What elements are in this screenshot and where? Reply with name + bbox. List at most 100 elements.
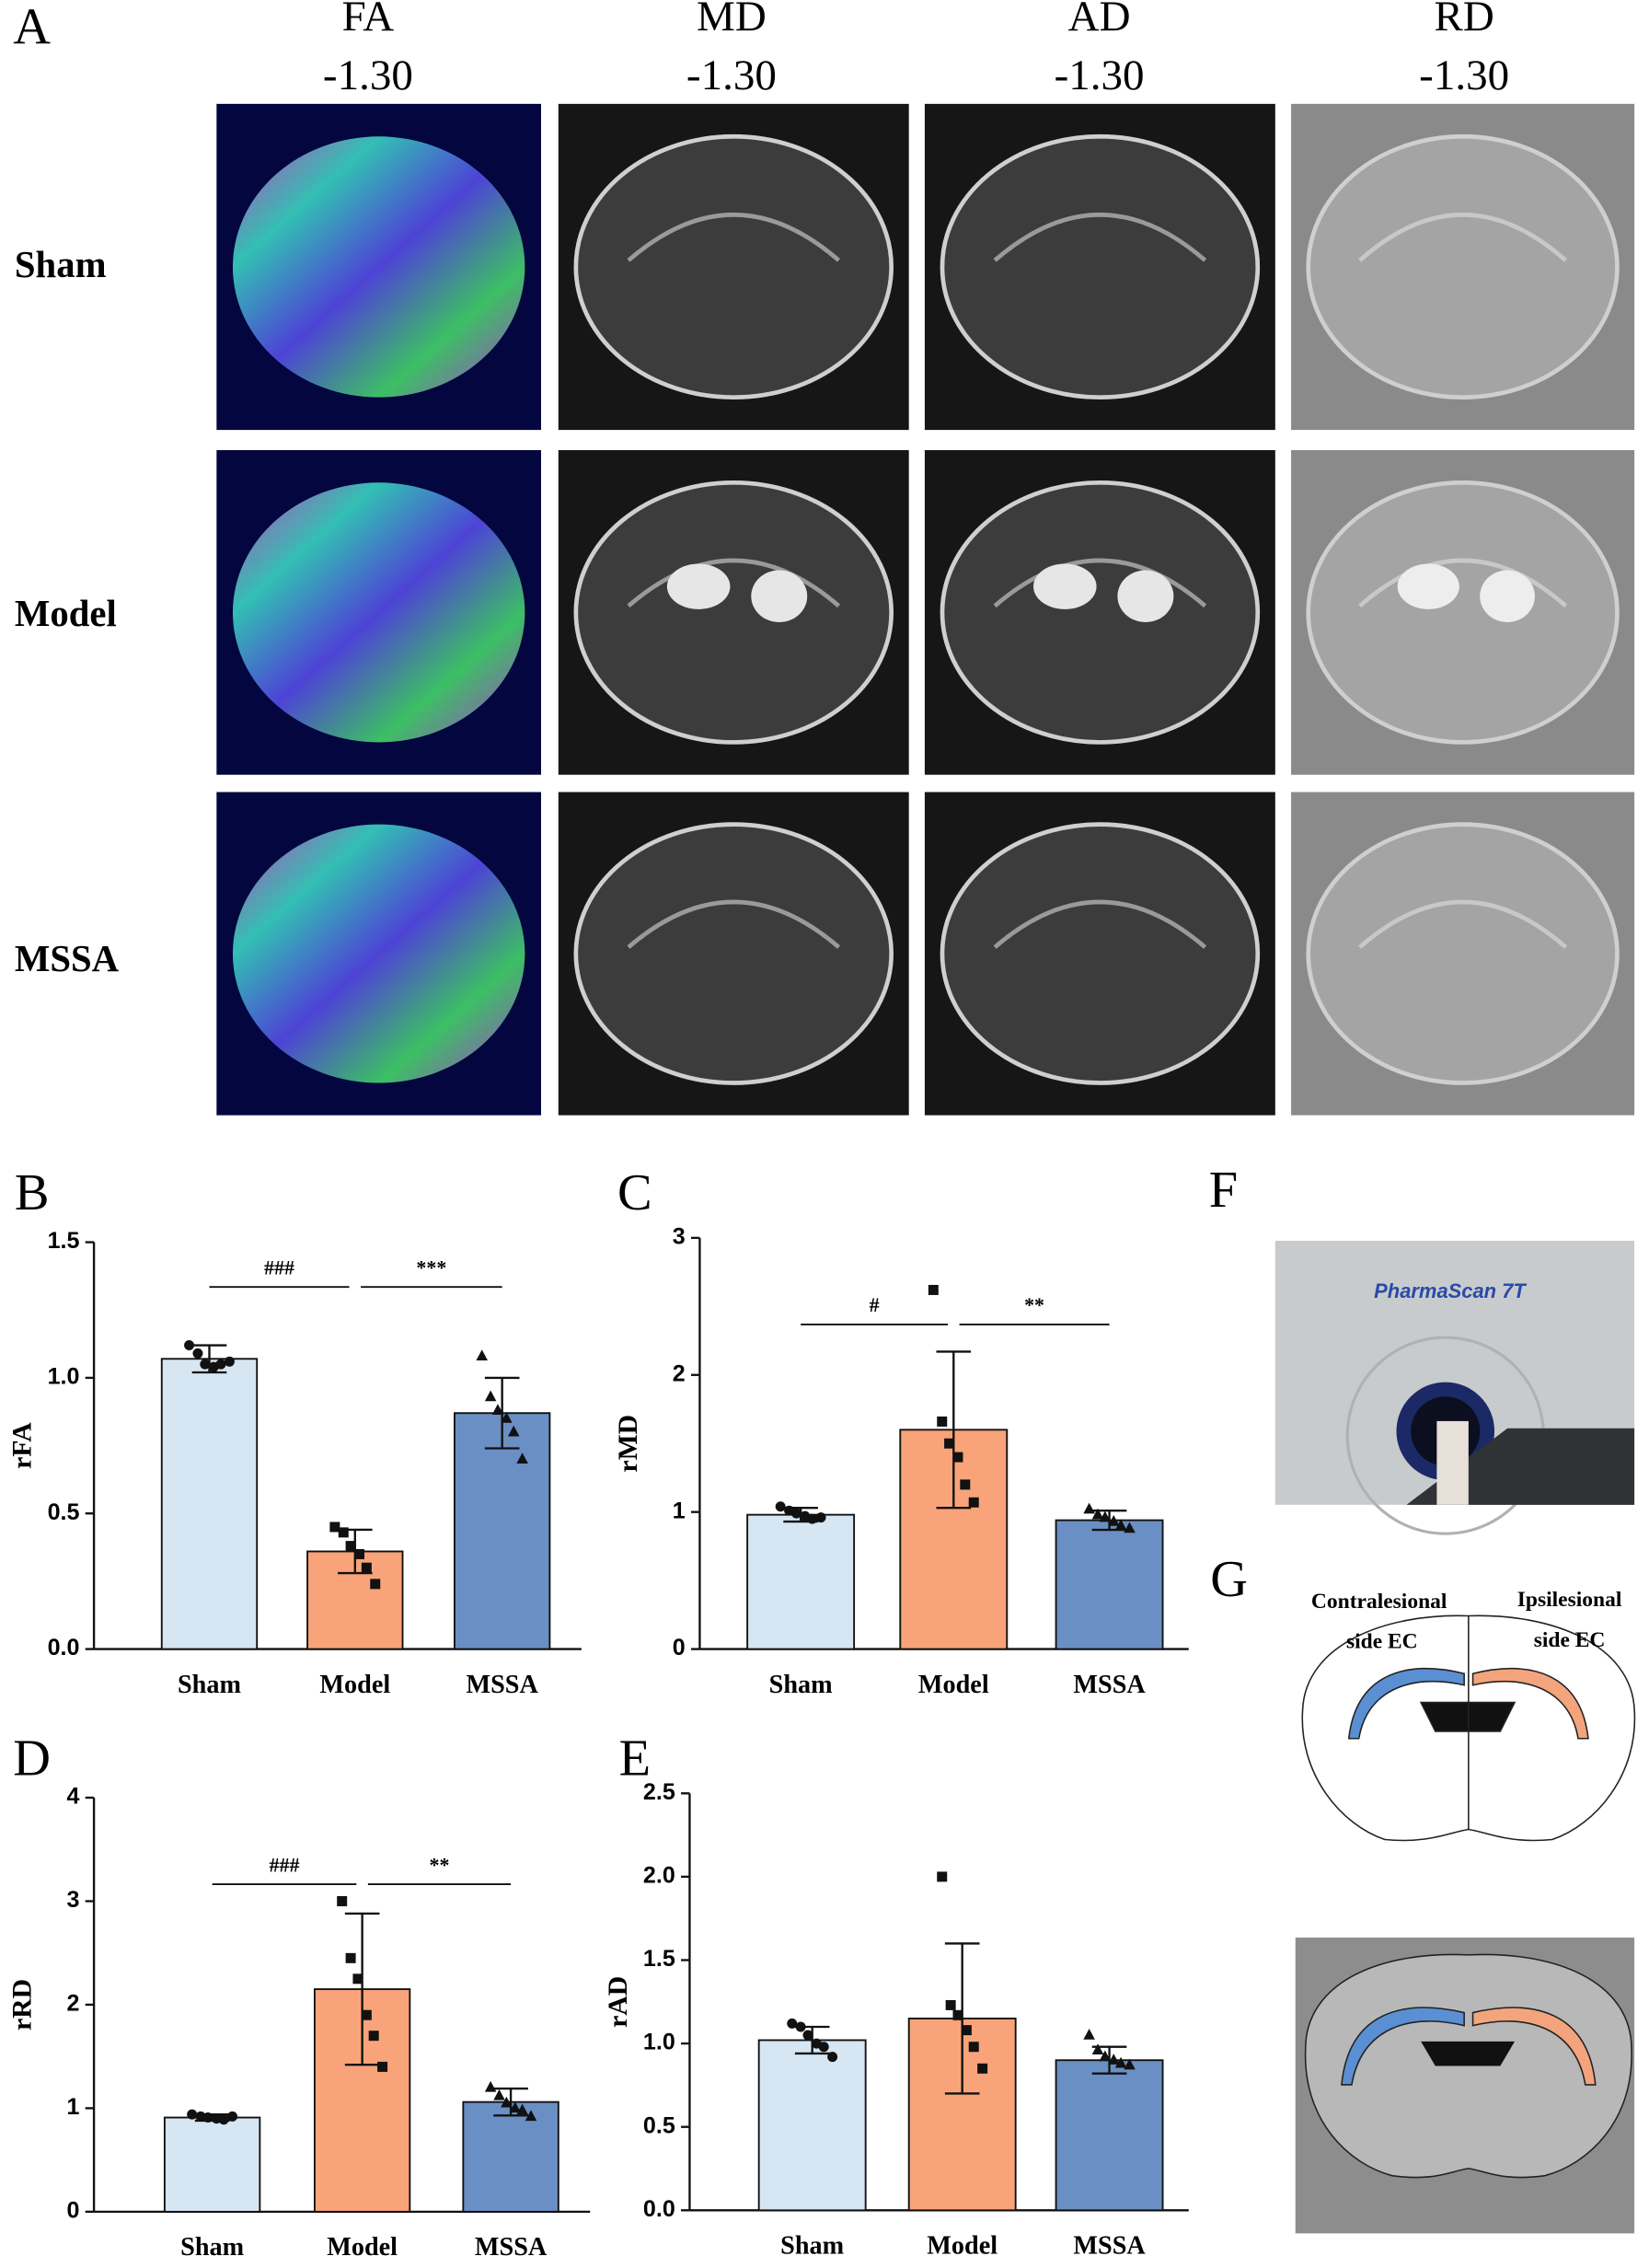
panel-letter: F: [1209, 1162, 1238, 1219]
data-point: [377, 2061, 388, 2072]
y-tick-label: 0: [673, 1635, 686, 1660]
brain-slice: [1306, 133, 1620, 400]
data-point: [354, 1548, 364, 1559]
corpus-callosum: [1358, 213, 1568, 262]
y-tick-label: 0.5: [48, 1499, 80, 1525]
scanner-label: PharmaScan 7T: [1374, 1279, 1527, 1302]
data-point: [1124, 1522, 1136, 1533]
data-point: [184, 1340, 195, 1351]
data-point: [928, 1284, 939, 1295]
y-tick-label: 0: [66, 2197, 79, 2223]
bar: [163, 2116, 261, 2213]
data-point: [1108, 1515, 1120, 1526]
corpus-callosum: [627, 899, 841, 949]
bar: [160, 1358, 259, 1650]
data-point: [361, 2009, 372, 2020]
data-point: [224, 1356, 235, 1367]
row-label: Sham: [15, 244, 107, 285]
data-point: [493, 2089, 505, 2100]
mri-image: [924, 103, 1275, 431]
x-tick-label: MSSA: [466, 1671, 538, 1699]
lesion: [1480, 570, 1535, 622]
y-tick-label: 0.0: [643, 2196, 675, 2222]
lesion: [1033, 563, 1097, 609]
panel-letter: E: [619, 1730, 651, 1787]
brain-slice: [232, 482, 525, 743]
brain-slice: [1306, 822, 1620, 1085]
data-point: [952, 1452, 963, 1463]
panel-letter: B: [15, 1164, 50, 1221]
y-tick-label: 3: [66, 1887, 79, 1913]
corpus-callosum: [1358, 558, 1568, 608]
data-point: [352, 1973, 363, 1984]
brain-slice: [940, 822, 1261, 1085]
mri-image: [558, 103, 909, 431]
corpus-callosum: [627, 558, 841, 608]
bar: [462, 2100, 559, 2213]
lesion: [1117, 570, 1174, 622]
data-point: [525, 2110, 537, 2122]
significance-label: ###: [264, 1256, 294, 1279]
y-tick-label: 1: [66, 2094, 79, 2120]
data-point: [818, 2042, 829, 2053]
brain-slice: [573, 480, 894, 745]
x-tick-label: Sham: [780, 2232, 844, 2261]
corpus-callosum: [1358, 899, 1568, 949]
data-point: [815, 1512, 826, 1523]
data-point: [227, 2111, 238, 2122]
data-point: [501, 1412, 513, 1423]
data-point: [795, 2021, 806, 2032]
data-point: [484, 2080, 497, 2092]
y-tick-label: 0.0: [48, 1635, 80, 1660]
data-point: [802, 2030, 813, 2041]
significance-label: **: [1024, 1293, 1044, 1316]
data-point: [945, 1999, 956, 2010]
column-header: RD: [1434, 0, 1493, 40]
data-point: [968, 1497, 979, 1508]
lesion: [666, 563, 731, 609]
data-point: [1108, 2054, 1120, 2065]
mri-image: [216, 103, 541, 431]
data-point: [200, 1359, 211, 1370]
data-point: [476, 1349, 489, 1361]
data-point: [345, 1952, 356, 1963]
mri-image: [216, 792, 541, 1116]
diagram-label: side EC: [1346, 1630, 1418, 1654]
y-tick-label: 1.5: [643, 1946, 675, 1972]
bar: [1055, 2059, 1164, 2212]
x-tick-label: Model: [927, 2232, 997, 2261]
data-point: [1114, 2056, 1127, 2068]
column-header: FA: [342, 0, 395, 40]
column-coordinate: -1.30: [1055, 52, 1145, 99]
diagram-label: Contralesional: [1311, 1590, 1447, 1614]
x-tick-label: Sham: [180, 2233, 244, 2262]
data-point: [787, 2018, 798, 2029]
x-tick-label: Sham: [769, 1671, 833, 1699]
brain-overlay: [1295, 1938, 1635, 2234]
column-header: MD: [697, 0, 767, 40]
brain-slice: [573, 133, 894, 400]
data-point: [187, 2109, 198, 2120]
data-point: [361, 1562, 372, 1573]
data-point: [509, 2101, 522, 2113]
data-point: [516, 2103, 528, 2115]
data-point: [516, 1452, 528, 1464]
bar: [454, 1412, 551, 1650]
significance-label: **: [430, 1853, 450, 1876]
data-point: [192, 1348, 203, 1359]
data-point: [338, 1527, 349, 1538]
y-tick-label: 4: [66, 1784, 79, 1810]
y-tick-label: 3: [673, 1223, 686, 1249]
data-point: [368, 2031, 379, 2042]
data-point: [937, 1871, 948, 1882]
data-point: [790, 1508, 801, 1519]
bar: [757, 2039, 867, 2212]
data-point: [1091, 1508, 1104, 1520]
y-tick-label: 0.5: [643, 2112, 675, 2138]
data-point: [937, 1416, 948, 1427]
y-tick-label: 2.5: [643, 1779, 675, 1805]
mri-image: [216, 450, 541, 775]
data-point: [1099, 1510, 1112, 1522]
significance-label: ***: [416, 1256, 446, 1279]
brain-slice: [232, 136, 525, 398]
